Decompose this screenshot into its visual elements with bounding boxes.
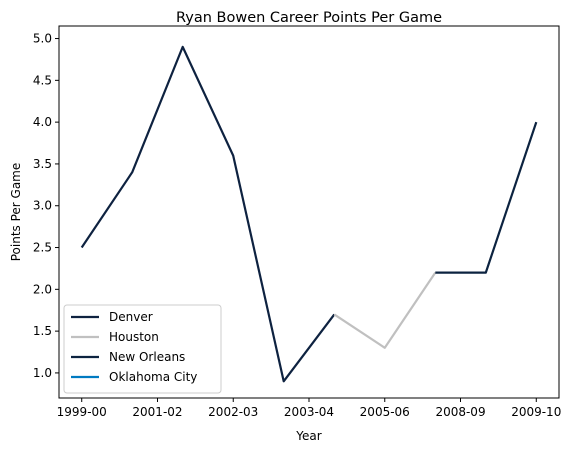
x-tick-label: 2001-02 — [132, 405, 182, 419]
legend-label: Houston — [109, 330, 159, 344]
x-tick-label: 2005-06 — [360, 405, 410, 419]
x-tick-label: 1999-00 — [57, 405, 107, 419]
y-tick-label: 3.0 — [33, 199, 52, 213]
x-tick-label: 2002-03 — [208, 405, 258, 419]
y-tick-label: 4.0 — [33, 115, 52, 129]
x-tick-label: 2003-04 — [284, 405, 334, 419]
y-tick-label: 2.5 — [33, 241, 52, 255]
y-tick-label: 1.0 — [33, 366, 52, 380]
series-line-houston — [333, 271, 437, 349]
y-tick-label: 3.5 — [33, 157, 52, 171]
legend-box — [63, 304, 222, 394]
series-line-new-orleans — [435, 121, 538, 274]
x-axis-label: Year — [295, 429, 321, 443]
y-tick-label: 1.5 — [33, 324, 52, 338]
legend-label: Oklahoma City — [109, 370, 197, 384]
y-tick-label: 4.5 — [33, 73, 52, 87]
chart-title: Ryan Bowen Career Points Per Game — [176, 10, 442, 26]
legend-label: New Orleans — [109, 350, 185, 364]
x-tick-label: 2008-09 — [435, 405, 485, 419]
y-axis-label: Points Per Game — [9, 163, 23, 262]
y-tick-label: 2.0 — [33, 282, 52, 296]
x-tick-label: 2009-10 — [511, 405, 561, 419]
y-tick-label: 5.0 — [33, 32, 52, 46]
series-line-denver — [80, 45, 336, 383]
legend: Denver Houston New Orleans Oklahoma City — [63, 304, 222, 394]
legend-label: Denver — [109, 310, 153, 324]
